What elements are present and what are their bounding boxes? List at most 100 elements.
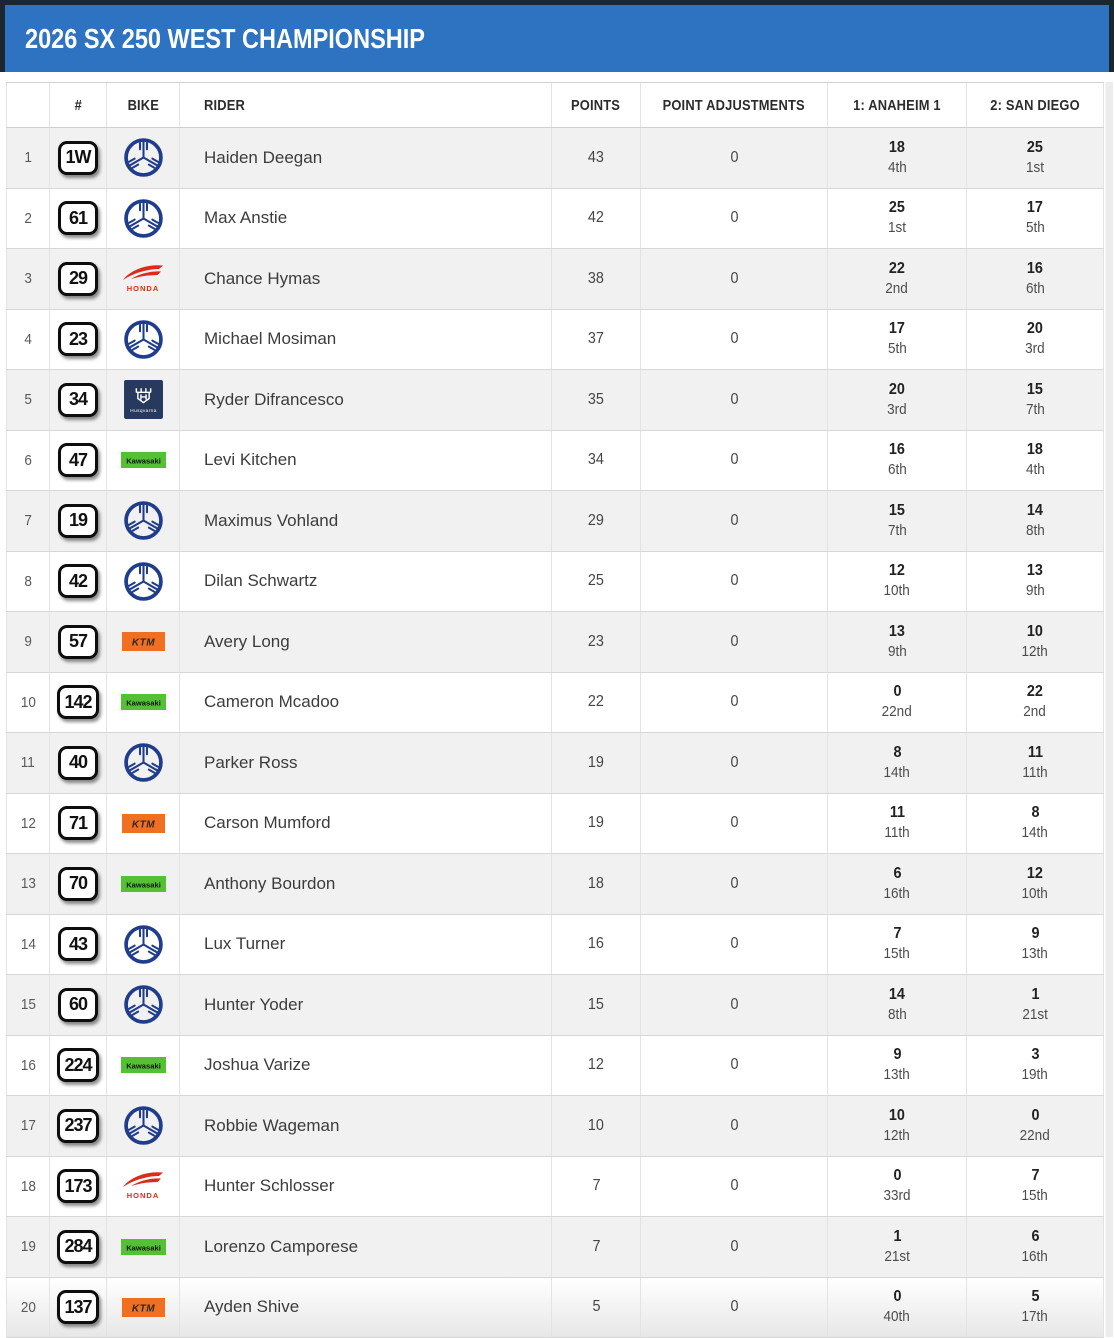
position-number: 5 <box>24 391 32 408</box>
position-cell: 8 <box>6 552 50 612</box>
header-position <box>6 83 50 127</box>
number-plate: 47 <box>58 443 98 477</box>
rider-name: Dilan Schwartz <box>204 571 317 591</box>
points-value: 43 <box>588 149 604 167</box>
number-plate: 23 <box>58 322 98 356</box>
position-number: 16 <box>20 1057 35 1074</box>
number-plate: 29 <box>58 262 98 296</box>
adjustment-value: 0 <box>730 1298 738 1316</box>
number-plate: 1W <box>58 141 98 175</box>
adjustment-value: 0 <box>730 996 738 1014</box>
adjustment-value: 0 <box>730 512 738 530</box>
header-point-adjustments: POINT ADJUSTMENTS <box>641 83 828 127</box>
race1-result-cell: 0 40th <box>828 1278 967 1338</box>
adjustment-value: 0 <box>730 814 738 832</box>
svg-text:HONDA: HONDA <box>127 1191 160 1200</box>
position-cell: 6 <box>6 431 50 491</box>
position-cell: 14 <box>6 915 50 975</box>
rider-number: 173 <box>64 1176 91 1197</box>
race2-result-cell: 5 17th <box>967 1278 1104 1338</box>
race2-points: 18 <box>1027 440 1043 460</box>
kawasaki-logo-icon: Kawasaki <box>121 694 166 710</box>
point-adjustments-cell: 0 <box>641 249 828 309</box>
race1-points: 0 <box>893 682 901 702</box>
race2-result-cell: 17 5th <box>967 189 1104 249</box>
race1-points: 13 <box>889 622 905 642</box>
position-number: 6 <box>24 452 32 469</box>
race2-points: 3 <box>1031 1045 1039 1065</box>
point-adjustments-cell: 0 <box>641 1096 828 1156</box>
race1-finish: 40th <box>884 1307 910 1327</box>
rider-cell: Ayden Shive <box>180 1278 552 1338</box>
number-plate-cell: 70 <box>50 854 107 914</box>
bike-cell <box>107 189 180 249</box>
header-race1-anaheim: 1: ANAHEIM 1 <box>828 83 967 127</box>
bike-cell: HONDA <box>107 1157 180 1217</box>
rider-cell: Parker Ross <box>180 733 552 793</box>
points-value: 19 <box>588 754 604 772</box>
race1-points: 10 <box>889 1106 905 1126</box>
points-value: 18 <box>588 875 604 893</box>
table-row: 20 137 KTM Ayden Shive 5 0 0 40th 5 17th <box>6 1278 1104 1338</box>
number-plate-cell: 173 <box>50 1157 107 1217</box>
point-adjustments-cell: 0 <box>641 491 828 551</box>
kawasaki-logo-icon: Kawasaki <box>121 1057 166 1073</box>
points-value: 38 <box>588 270 604 288</box>
rider-name: Levi Kitchen <box>204 450 297 470</box>
position-number: 12 <box>20 815 35 832</box>
rider-name: Michael Mosiman <box>204 329 336 349</box>
race2-finish: 4th <box>1026 460 1045 480</box>
svg-text:KTM: KTM <box>131 638 154 649</box>
table-row: 5 34 Husqvarna Ryder Difrancesco 35 0 20 <box>6 370 1104 431</box>
svg-text:KTM: KTM <box>131 819 154 830</box>
race1-result-cell: 8 14th <box>828 733 967 793</box>
standings-table: # BIKE RIDER POINTS POINT ADJUSTMENTS 1:… <box>6 82 1104 1338</box>
race1-points: 15 <box>889 501 905 521</box>
rider-name: Lorenzo Camporese <box>204 1237 358 1257</box>
race1-points: 20 <box>889 380 905 400</box>
race2-result-cell: 7 15th <box>967 1157 1104 1217</box>
race2-points: 12 <box>1027 864 1043 884</box>
scrollbar-track[interactable] <box>1105 82 1113 1337</box>
rider-name: Haiden Deegan <box>204 148 322 168</box>
race1-points: 8 <box>893 743 901 763</box>
position-cell: 1 <box>6 128 50 188</box>
number-plate-cell: 1W <box>50 128 107 188</box>
bike-cell: Kawasaki <box>107 431 180 491</box>
race1-result-cell: 12 10th <box>828 552 967 612</box>
rider-cell: Carson Mumford <box>180 794 552 854</box>
points-value: 5 <box>592 1298 600 1316</box>
race1-result-cell: 18 4th <box>828 128 967 188</box>
race2-points: 8 <box>1031 803 1039 823</box>
points-value: 19 <box>588 814 604 832</box>
position-number: 8 <box>24 573 32 590</box>
race2-finish: 9th <box>1026 581 1045 601</box>
bike-cell <box>107 1096 180 1156</box>
rider-name: Carson Mumford <box>204 813 331 833</box>
race1-finish: 10th <box>884 581 910 601</box>
kawasaki-logo-icon: Kawasaki <box>121 876 166 892</box>
rider-number: 1W <box>66 147 91 168</box>
race1-finish: 16th <box>884 884 910 904</box>
number-plate-cell: 60 <box>50 975 107 1035</box>
point-adjustments-cell: 0 <box>641 1217 828 1277</box>
points-cell: 38 <box>552 249 641 309</box>
bike-cell <box>107 310 180 370</box>
position-cell: 9 <box>6 612 50 672</box>
adjustment-value: 0 <box>730 209 738 227</box>
number-plate-cell: 137 <box>50 1278 107 1338</box>
points-cell: 7 <box>552 1217 641 1277</box>
number-plate-cell: 237 <box>50 1096 107 1156</box>
rider-number: 137 <box>64 1297 91 1318</box>
points-value: 12 <box>588 1056 604 1074</box>
rider-number: 40 <box>69 752 87 773</box>
race2-points: 5 <box>1031 1287 1039 1307</box>
number-plate-cell: 19 <box>50 491 107 551</box>
race1-points: 25 <box>889 198 905 218</box>
race1-result-cell: 9 13th <box>828 1036 967 1096</box>
adjustment-value: 0 <box>730 875 738 893</box>
points-value: 42 <box>588 209 604 227</box>
race1-result-cell: 13 9th <box>828 612 967 672</box>
race1-result-cell: 14 8th <box>828 975 967 1035</box>
race1-finish: 5th <box>888 339 907 359</box>
